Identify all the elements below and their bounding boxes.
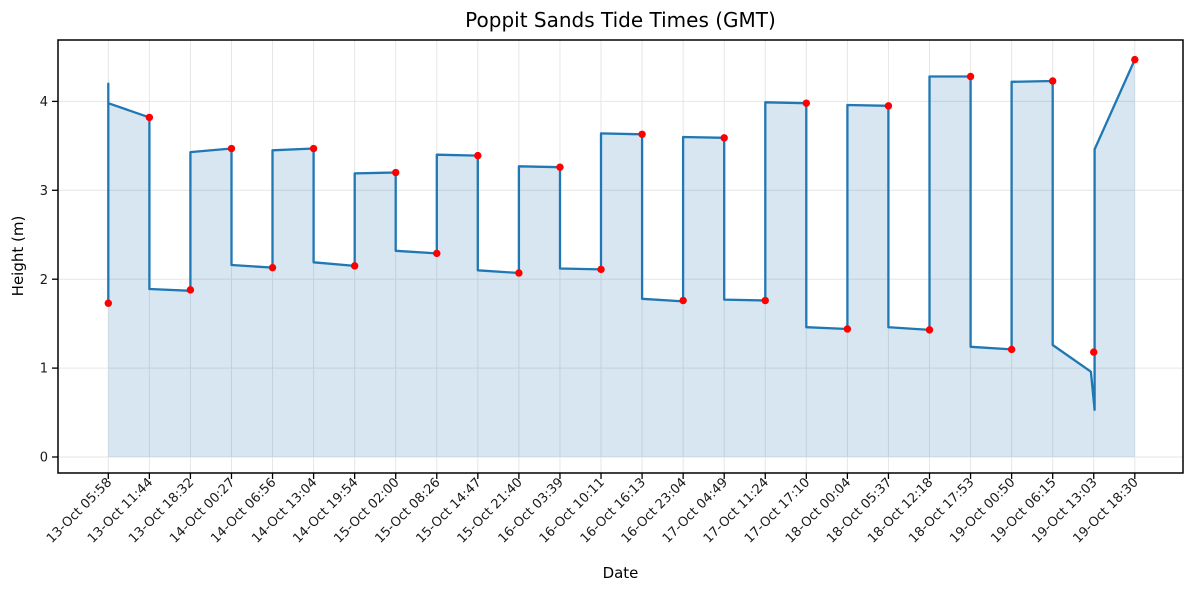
event-markers [104,55,1139,356]
event-marker [597,265,605,274]
tide-area-fill [108,59,1135,457]
y-tick-label: 2 [40,273,48,288]
event-marker [679,296,687,305]
event-marker [1090,348,1098,356]
event-marker [350,262,359,270]
y-tick-label: 0 [40,451,48,466]
event-marker [843,325,852,333]
event-marker [515,269,523,277]
event-marker [227,144,236,153]
event-marker [145,113,154,122]
event-marker [925,326,934,334]
y-tick-label: 3 [40,184,48,199]
tick-marks [52,100,1136,479]
y-tick-label: 1 [40,362,48,377]
event-marker [966,72,975,81]
event-marker [1131,55,1139,64]
event-marker [761,296,769,305]
y-tick-label: 4 [40,95,48,110]
event-marker [392,168,400,177]
event-marker [556,163,564,171]
chart-title: Poppit Sands Tide Times (GMT) [465,8,776,32]
event-marker [474,151,482,160]
x-axis-title: Date [602,564,639,582]
event-marker [104,299,113,307]
event-marker [1007,345,1016,354]
y-tick-labels: 0 1 2 3 4 [40,95,48,466]
event-marker [638,130,646,138]
y-axis-title: Height (m) [9,215,27,297]
event-marker [309,144,318,153]
event-marker [186,286,195,294]
axis-spines [57,39,1184,474]
event-marker [433,249,441,258]
event-marker [268,263,277,272]
event-marker [1048,77,1057,85]
event-marker [802,99,811,107]
event-marker [720,134,728,142]
tide-line [107,58,1136,412]
event-marker [884,102,893,110]
